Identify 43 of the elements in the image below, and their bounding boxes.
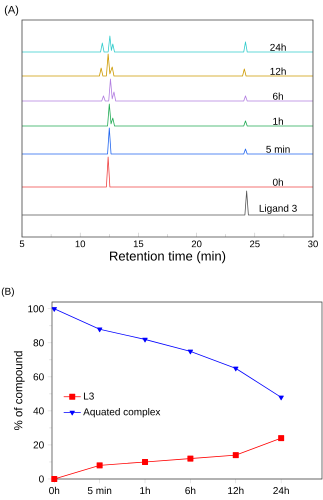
point (142, 338, 148, 342)
annotation: 12h (270, 68, 286, 75)
y-tick-label: 60 (34, 373, 44, 380)
point (142, 458, 148, 465)
annotation: 0h (272, 178, 283, 186)
point (278, 396, 284, 400)
chart-title: (A) (4, 6, 18, 16)
point (51, 476, 58, 482)
annotation: Ligand 3 (260, 204, 297, 214)
x-tick-label: 12h (228, 486, 244, 494)
x-tick-label: 24h (273, 486, 289, 494)
point (188, 350, 194, 354)
point (187, 456, 194, 462)
x-tick-label: 20 (192, 240, 202, 248)
chart-title: (B) (2, 287, 14, 297)
x-tick-label: 5 (20, 240, 24, 248)
x-tick-label: 30 (308, 240, 318, 248)
legend-label: Aquated complex (83, 408, 160, 418)
x-axis-title: Retention time (min) (110, 251, 226, 264)
y-axis-title: % of compound (14, 351, 25, 430)
x-tick-label: 25 (250, 240, 260, 248)
point (233, 366, 238, 372)
y-tick-label: 100 (28, 305, 44, 312)
x-tick-label: 1h (140, 486, 150, 494)
annotation: 6h (273, 92, 283, 100)
x-tick-label: 6h (185, 486, 196, 494)
x-tick-label: 5 min (88, 486, 112, 494)
point (278, 435, 284, 442)
point (232, 452, 239, 458)
annotation: 5 min (266, 145, 290, 153)
annotation: 24h (270, 44, 286, 51)
point (96, 462, 103, 468)
y-tick-label: 0 (39, 475, 44, 483)
point (96, 328, 102, 332)
x-tick-label: 10 (76, 240, 86, 248)
y-tick-label: 20 (34, 441, 44, 448)
y-tick-label: 80 (34, 339, 44, 346)
y-tick-label: 40 (33, 407, 44, 414)
x-tick-label: 0h (49, 486, 60, 494)
x-tick-label: 15 (134, 240, 144, 248)
legend-label: L3 (84, 392, 94, 400)
point (52, 307, 57, 312)
annotation: 1h (273, 118, 283, 125)
